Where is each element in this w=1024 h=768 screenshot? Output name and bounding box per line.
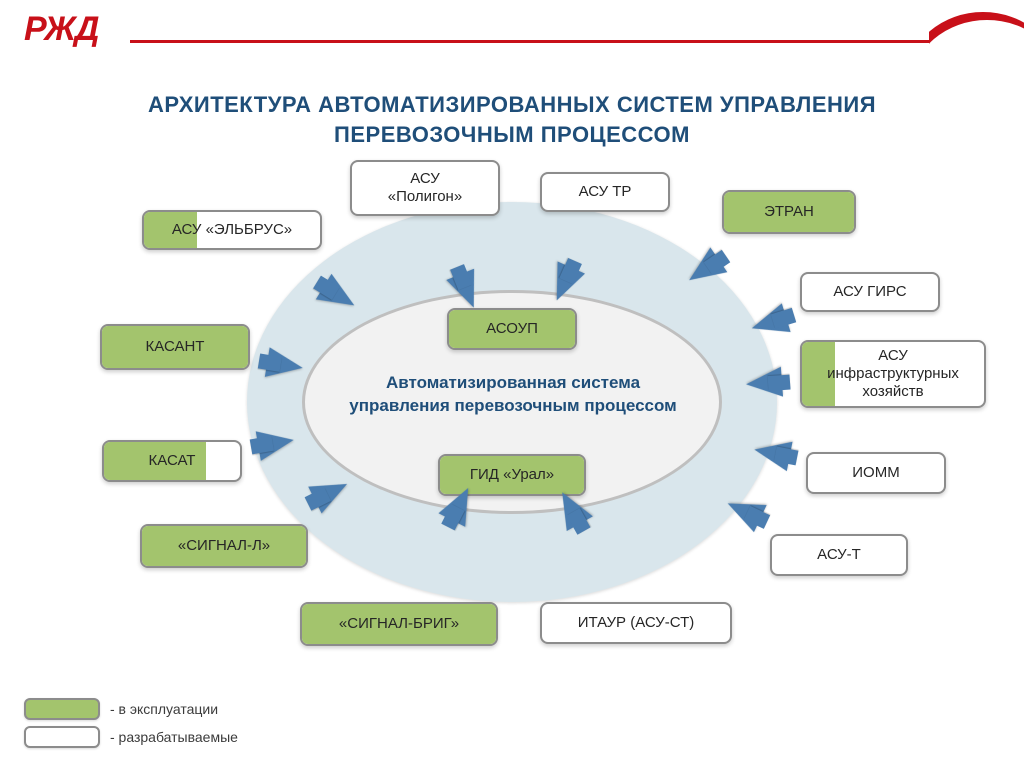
node-signal_brig-label: «СИГНАЛ-БРИГ»: [339, 615, 459, 633]
arrow-asu_infra-tail: [768, 374, 791, 391]
node-asoup: АСОУП: [447, 308, 577, 350]
title-line1: АРХИТЕКТУРА АВТОМАТИЗИРОВАННЫХ СИСТЕМ УП…: [0, 90, 1024, 120]
node-asu_t: АСУ-Т: [770, 534, 908, 576]
legend-in-dev: - разрабатываемые: [24, 726, 238, 748]
node-signal_l: «СИГНАЛ-Л»: [140, 524, 308, 568]
rzd-logo: РЖД: [24, 10, 98, 49]
legend: - в эксплуатации - разрабатываемые: [24, 692, 238, 748]
node-asu_tr: АСУ ТР: [540, 172, 670, 212]
center-label: Автоматизированная система управления пе…: [332, 372, 694, 418]
header-swoosh-icon: [929, 8, 1024, 63]
node-itaur: ИТАУР (АСУ-СТ): [540, 602, 732, 644]
legend-box-green: [24, 698, 100, 720]
node-asoup-label: АСОУП: [486, 320, 538, 338]
node-kasat: КАСАТ: [102, 440, 242, 482]
node-asu_tr-label: АСУ ТР: [579, 183, 632, 201]
node-kasant-label: КАСАНТ: [146, 338, 205, 356]
node-asu_infra-label: АСУинфраструктурныххозяйств: [827, 347, 959, 401]
node-asu_polygon: АСУ«Полигон»: [350, 160, 500, 216]
node-gid-label: ГИД «Урал»: [470, 466, 554, 484]
node-asu_t-label: АСУ-Т: [817, 546, 861, 564]
node-itaur-label: ИТАУР (АСУ-СТ): [578, 614, 695, 632]
legend-box-white: [24, 726, 100, 748]
architecture-diagram: Автоматизированная система управления пе…: [0, 160, 1024, 700]
node-asu_infra: АСУинфраструктурныххозяйств: [800, 340, 986, 408]
title-line2: ПЕРЕВОЗОЧНЫМ ПРОЦЕССОМ: [0, 120, 1024, 150]
node-iomm-label: ИОММ: [852, 464, 899, 482]
arrow-kasant-tail: [258, 353, 282, 371]
center-label-line2: управления перевозочным процессом: [332, 395, 694, 418]
legend-in-dev-label: - разрабатываемые: [110, 729, 238, 745]
header: РЖД: [0, 0, 1024, 60]
node-asu_girs: АСУ ГИРС: [800, 272, 940, 312]
node-asu_girs-label: АСУ ГИРС: [833, 283, 906, 301]
node-signal_brig: «СИГНАЛ-БРИГ»: [300, 602, 498, 646]
legend-in-use-label: - в эксплуатации: [110, 701, 218, 717]
header-underline: [130, 40, 1024, 43]
page-title: АРХИТЕКТУРА АВТОМАТИЗИРОВАННЫХ СИСТЕМ УП…: [0, 90, 1024, 149]
node-kasat-label: КАСАТ: [149, 452, 196, 470]
node-asu_polygon-label: АСУ«Полигон»: [388, 170, 462, 206]
node-asu_elbrus: АСУ «ЭЛЬБРУС»: [142, 210, 322, 250]
node-kasant: КАСАНТ: [100, 324, 250, 370]
node-etran: ЭТРАН: [722, 190, 856, 234]
node-etran-label: ЭТРАН: [764, 203, 814, 221]
center-label-line1: Автоматизированная система: [332, 372, 694, 395]
legend-in-use: - в эксплуатации: [24, 698, 238, 720]
node-iomm: ИОММ: [806, 452, 946, 494]
node-signal_l-label: «СИГНАЛ-Л»: [178, 537, 270, 555]
node-asu_elbrus-label: АСУ «ЭЛЬБРУС»: [172, 221, 292, 239]
